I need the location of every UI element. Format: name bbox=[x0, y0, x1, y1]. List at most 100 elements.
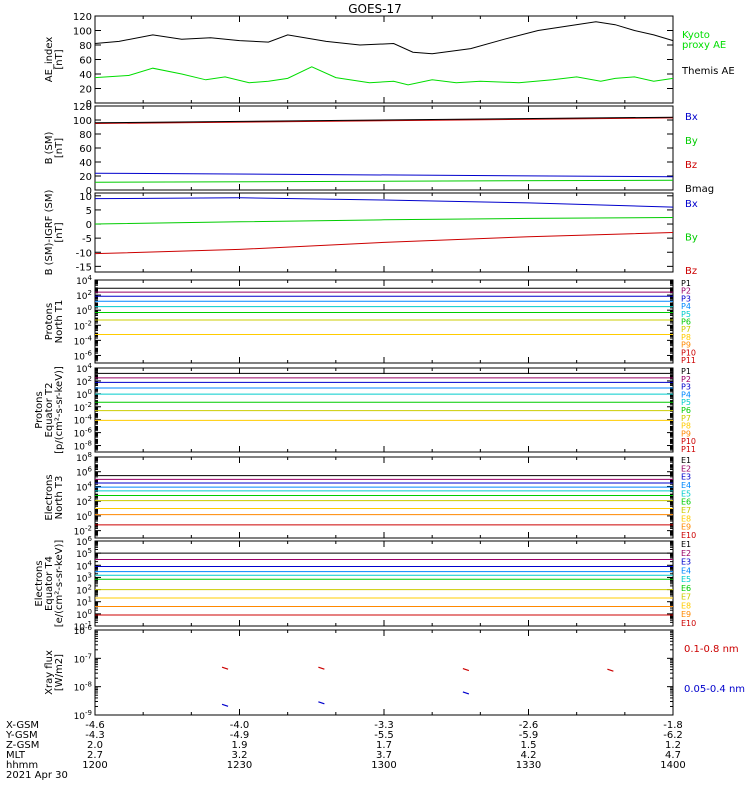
y-tick-label: 106 bbox=[76, 535, 92, 548]
series-line bbox=[94, 21, 674, 55]
y-axis-label: Equator T4 bbox=[44, 556, 55, 611]
date-label: 2021 Apr 30 bbox=[6, 770, 68, 781]
y-tick-label: 104 bbox=[76, 480, 92, 493]
y-tick-label: 104 bbox=[76, 559, 92, 572]
panel-frame bbox=[94, 456, 674, 539]
y-tick-label: 101 bbox=[76, 596, 92, 609]
y-tick-label: 10-1 bbox=[74, 620, 92, 633]
y-tick-label: 5 bbox=[86, 206, 92, 217]
legend-entry: E1 bbox=[681, 456, 691, 465]
y-tick-label: 10-4 bbox=[74, 414, 93, 427]
legend-entry: 0.1-0.8 nm bbox=[684, 644, 739, 655]
legend-entry: P2 bbox=[681, 287, 691, 296]
y-tick-label: 100 bbox=[76, 304, 92, 317]
y-tick-label: 100 bbox=[76, 388, 92, 401]
y-tick-label: 10 bbox=[79, 192, 92, 203]
legend-entry: P11 bbox=[681, 445, 696, 454]
y-axis-label: Electrons bbox=[34, 560, 45, 606]
y-tick-label: 104 bbox=[76, 362, 92, 375]
legend-entry: Bz bbox=[685, 160, 697, 171]
series-line bbox=[94, 116, 674, 124]
y-tick-label: 10-2 bbox=[74, 319, 92, 332]
y-axis-label: Protons bbox=[44, 303, 55, 340]
time-axis-value: 1.7 bbox=[376, 740, 392, 751]
legend-entry: E3 bbox=[681, 473, 691, 482]
legend-entry: E5 bbox=[681, 489, 691, 498]
legend-entry: E10 bbox=[681, 619, 696, 628]
legend-entry: E7 bbox=[681, 593, 691, 602]
y-tick-label: 10-8 bbox=[74, 440, 92, 453]
legend-entry: E3 bbox=[681, 558, 691, 567]
y-tick-label: 102 bbox=[76, 289, 92, 302]
y-tick-label: -5 bbox=[82, 234, 92, 245]
y-tick-label: 80 bbox=[79, 41, 92, 52]
chart-title: GOES-17 bbox=[348, 2, 402, 16]
time-axis-row-label: Z-GSM bbox=[6, 740, 39, 751]
time-axis-value: -2.6 bbox=[519, 720, 539, 731]
series-line bbox=[94, 217, 674, 225]
legend-entry: P1 bbox=[681, 367, 691, 376]
series-line bbox=[94, 117, 674, 124]
legend-entry: P10 bbox=[681, 348, 696, 357]
panel-frame bbox=[94, 629, 674, 716]
time-axis-value: -4.6 bbox=[85, 720, 105, 731]
legend-entry: P11 bbox=[681, 356, 696, 365]
y-axis-label: AE_index bbox=[44, 37, 55, 83]
time-axis-value: -4.3 bbox=[85, 730, 105, 741]
legend-entry: E10 bbox=[681, 531, 696, 540]
data-point bbox=[462, 668, 470, 672]
y-tick-label: 0 bbox=[86, 186, 92, 197]
legend-entry: P1 bbox=[681, 279, 691, 288]
time-axis-value: -6.2 bbox=[663, 730, 683, 741]
y-axis-label: B (SM) bbox=[44, 131, 55, 164]
panel-7: Electrons Equator T4 [e/(cm²-s-sr-keV)] E1E… bbox=[34, 540, 696, 628]
y-tick-label: 40 bbox=[79, 158, 92, 169]
legend-entry: P10 bbox=[681, 437, 696, 446]
y-tick-label: 60 bbox=[79, 144, 92, 155]
legend-entry: E8 bbox=[681, 601, 691, 610]
y-tick-label: 100 bbox=[73, 27, 92, 38]
y-axis-label: B (SM)-IGRF (SM) bbox=[44, 190, 55, 276]
legend-entry: P9 bbox=[681, 341, 691, 350]
legend-entry: E2 bbox=[681, 464, 691, 473]
y-tick-label: 120 bbox=[73, 12, 92, 23]
y-tick-label: 60 bbox=[79, 56, 92, 67]
legend-entry: P3 bbox=[681, 294, 691, 303]
y-tick-label: 10-6 bbox=[74, 624, 93, 637]
y-tick-label: 40 bbox=[79, 70, 92, 81]
data-point bbox=[221, 703, 229, 707]
legend-entry: E1 bbox=[681, 540, 691, 549]
time-axis-value: 1300 bbox=[371, 760, 396, 771]
y-axis-label: Equator T2 bbox=[44, 383, 55, 438]
y-tick-label: 10-2 bbox=[74, 525, 92, 538]
series-line bbox=[94, 172, 674, 178]
time-axis-value: 4.2 bbox=[521, 750, 537, 761]
time-axis-row-label: Y-GSM bbox=[5, 730, 38, 741]
data-point bbox=[462, 691, 470, 695]
legend-entry: Kyoto bbox=[682, 30, 710, 41]
time-axis-value: 3.2 bbox=[232, 750, 248, 761]
legend-entry: P8 bbox=[681, 333, 691, 342]
time-axis-row-label: hhmm bbox=[6, 760, 38, 771]
y-tick-label: 100 bbox=[73, 116, 92, 127]
time-axis-value: 1330 bbox=[516, 760, 541, 771]
legend-entry: P8 bbox=[681, 422, 691, 431]
legend-entry: Bmag bbox=[685, 184, 714, 195]
y-axis-label: [nT] bbox=[54, 222, 65, 242]
y-tick-label: 10-2 bbox=[74, 401, 92, 414]
legend-entry: By bbox=[685, 233, 698, 244]
legend-entry: P7 bbox=[681, 325, 691, 334]
legend-entry: E4 bbox=[681, 566, 691, 575]
y-axis-label: [p/(cm²-s-sr-keV)] bbox=[54, 366, 65, 454]
y-tick-label: -10 bbox=[76, 248, 92, 259]
y-tick-label: 10-7 bbox=[74, 652, 92, 665]
time-axis-value: -4.9 bbox=[230, 730, 250, 741]
legend-entry: Bx bbox=[685, 112, 698, 123]
series-line bbox=[94, 232, 674, 255]
legend-entry: E5 bbox=[681, 575, 691, 584]
y-axis-label: [nT] bbox=[54, 138, 65, 158]
data-point bbox=[607, 668, 614, 672]
legend-entry: Bz bbox=[685, 266, 697, 277]
data-point bbox=[318, 701, 325, 705]
